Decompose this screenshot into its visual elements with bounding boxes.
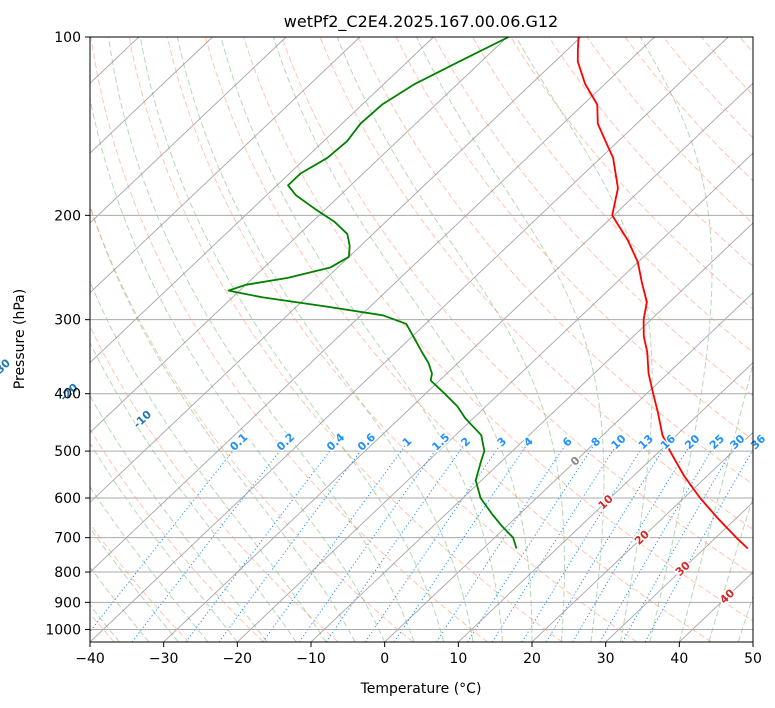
isotherm-line: [163, 82, 753, 642]
mixing-ratio-line: [545, 445, 666, 642]
isotherm-line: [90, 37, 287, 224]
x-tick-label: 10: [449, 651, 467, 667]
x-tick-label: 20: [523, 651, 541, 667]
isotherm-line: [90, 37, 361, 294]
y-tick-label: 900: [54, 595, 81, 611]
moist-adiabat: [639, 37, 713, 642]
moist-adiabat: [336, 37, 565, 642]
axes: −40 −30 −20 −10 0 10 20 30 40 50 100 200 300 400 500 60…: [45, 30, 762, 667]
mixing-ratio-line: [185, 445, 335, 642]
dewpoint-profile-line: [227, 37, 518, 549]
isotherm-line: [90, 37, 582, 503]
y-tick-label: 400: [54, 387, 81, 403]
isotherm-line: [90, 37, 213, 154]
y-tick-label: 800: [54, 565, 81, 581]
mixing-ratio-line: [467, 445, 594, 642]
dry-adiabat: [128, 37, 563, 642]
x-tick-label: 30: [597, 651, 615, 667]
isotherm-line: [384, 292, 753, 642]
plot-frame: [89, 36, 754, 643]
y-tick-label: 500: [54, 444, 81, 460]
dry-adiabat: [90, 205, 414, 642]
isotherm-line: [90, 37, 655, 573]
mixing-ratio-line: [435, 445, 566, 642]
temperature-profile-line: [576, 37, 749, 550]
mixing-ratio-line: [364, 445, 500, 642]
x-tick-label: 50: [744, 651, 762, 667]
background-lines: [90, 37, 753, 642]
moist-adiabat: [90, 566, 150, 642]
moist-adiabat: [90, 204, 356, 642]
moist-adiabat: [90, 95, 386, 642]
dry-adiabat: [510, 37, 753, 310]
dry-adiabat: [90, 428, 264, 642]
x-tick-label: 40: [670, 651, 688, 667]
x-tick-label: −10: [296, 651, 326, 667]
mixing-ratio-line: [262, 445, 406, 642]
moist-adiabat: [90, 280, 327, 642]
chart-title: wetPf2_C2E4.2025.167.00.06.G12: [284, 12, 558, 32]
x-tick-label: −30: [149, 651, 179, 667]
y-tick-label: 300: [54, 313, 81, 329]
moist-adiabat: [90, 341, 297, 642]
mixing-ratio-line: [325, 445, 464, 642]
y-tick-label: 700: [54, 531, 81, 547]
isotherm-line: [458, 362, 753, 642]
y-axis-label: Pressure (hPa): [12, 289, 28, 389]
mixing-ratio-line: [621, 445, 736, 642]
mixing-ratio-line: [491, 445, 617, 642]
dry-adiabat: [90, 522, 190, 642]
isotherm-line: [90, 37, 508, 434]
isotherm-line: [531, 431, 753, 642]
isotherm-line: [310, 222, 753, 642]
moist-adiabat: [139, 37, 445, 642]
moist-adiabat: [415, 37, 605, 642]
mixing-ratio-line: [131, 445, 285, 642]
dry-adiabat: [395, 37, 753, 441]
moist-adiabat: [176, 37, 474, 642]
moist-adiabat: [90, 527, 179, 642]
y-tick-label: 200: [54, 208, 81, 224]
dry-adiabat: [90, 37, 488, 642]
y-tick-label: 600: [54, 491, 81, 507]
isotherm-line: [605, 501, 753, 642]
x-tick-label: −20: [223, 651, 253, 667]
y-tick-label: 100: [54, 30, 81, 46]
mixing-ratio-line: [521, 445, 644, 642]
dry-adiabat: [204, 37, 712, 642]
x-axis-label: Temperature (°C): [360, 681, 482, 697]
dry-adiabat: [243, 37, 753, 622]
mixing-ratio-line: [644, 448, 753, 642]
dry-adiabat: [433, 37, 753, 397]
moist-adiabat: [107, 37, 415, 642]
dry-adiabat: [281, 37, 753, 576]
y-tick-label: 1000: [45, 622, 81, 638]
isotherm-line: [237, 152, 753, 642]
mixing-ratio-line: [218, 445, 365, 642]
isotherm-line: [90, 37, 434, 364]
mixing-ratio-line: [298, 445, 440, 642]
profile-lines: [227, 37, 749, 550]
mixing-ratio-line: [90, 445, 238, 633]
x-tick-label: 0: [380, 651, 389, 667]
isotherm-line: [90, 37, 729, 642]
moist-adiabat: [272, 37, 533, 642]
x-tick-label: −40: [75, 651, 105, 667]
